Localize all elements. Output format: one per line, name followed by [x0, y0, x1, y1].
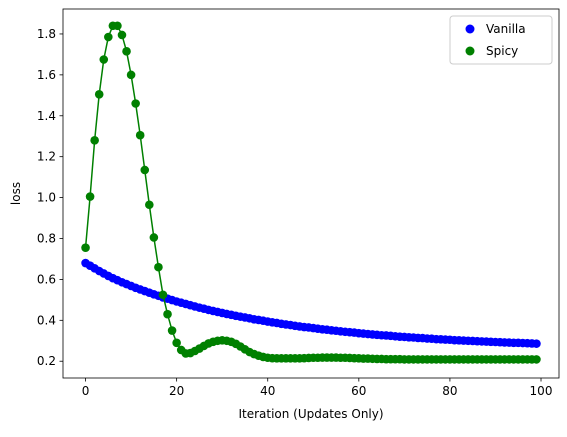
spicy-point [167, 326, 177, 335]
legend-marker-spicy [465, 46, 475, 56]
spicy-point [532, 355, 541, 364]
spicy-point [99, 55, 109, 64]
x-tick-label: 40 [260, 384, 275, 398]
spicy-point [131, 99, 140, 108]
y-axis-ticks: 0.2 0.4 0.6 0.8 1.0 1.2 1.4 1.6 1.8 [37, 27, 63, 368]
spicy-point [140, 165, 150, 175]
y-tick-label: 1.4 [37, 109, 56, 123]
spicy-point [158, 290, 168, 300]
spicy-point [135, 130, 145, 140]
y-tick-label: 1.2 [37, 150, 56, 164]
x-axis-ticks: 0 20 40 60 80 100 [82, 378, 553, 398]
x-tick-label: 60 [351, 384, 366, 398]
x-tick-label: 0 [82, 384, 90, 398]
legend-marker-vanilla [465, 24, 475, 34]
spicy-point [163, 309, 172, 319]
spicy-point [94, 90, 104, 99]
spicy-point [145, 200, 154, 210]
spicy-point [149, 233, 159, 242]
spicy-point [172, 338, 181, 348]
legend-label-vanilla: Vanilla [486, 22, 526, 36]
y-axis-label: loss [9, 182, 23, 205]
y-tick-label: 1.8 [37, 27, 56, 41]
y-tick-label: 0.6 [37, 272, 56, 286]
legend: Vanilla Spicy [449, 15, 553, 65]
x-tick-label: 100 [530, 384, 553, 398]
vanilla-point [532, 339, 541, 348]
spicy-point [154, 262, 163, 272]
spicy-point [126, 70, 136, 80]
series-layer [81, 21, 541, 364]
y-tick-label: 0.4 [37, 313, 56, 327]
x-tick-label: 20 [169, 384, 184, 398]
spicy-point [117, 30, 127, 40]
y-tick-label: 0.8 [37, 232, 56, 246]
plot-frame [62, 8, 560, 379]
legend-label-spicy: Spicy [486, 44, 518, 58]
y-tick-label: 1.0 [37, 191, 56, 205]
spicy-point [81, 243, 90, 252]
x-axis-label: Iteration (Updates Only) [238, 407, 383, 421]
spicy-point [90, 136, 99, 145]
y-tick-label: 0.2 [37, 354, 56, 368]
y-tick-label: 1.6 [37, 68, 56, 82]
legend-box [449, 15, 553, 65]
spicy-point [122, 47, 131, 56]
plot-area [63, 9, 559, 378]
spicy-point [113, 21, 122, 31]
x-tick-label: 80 [442, 384, 457, 398]
spicy-point [104, 32, 113, 42]
spicy-point [85, 192, 95, 201]
